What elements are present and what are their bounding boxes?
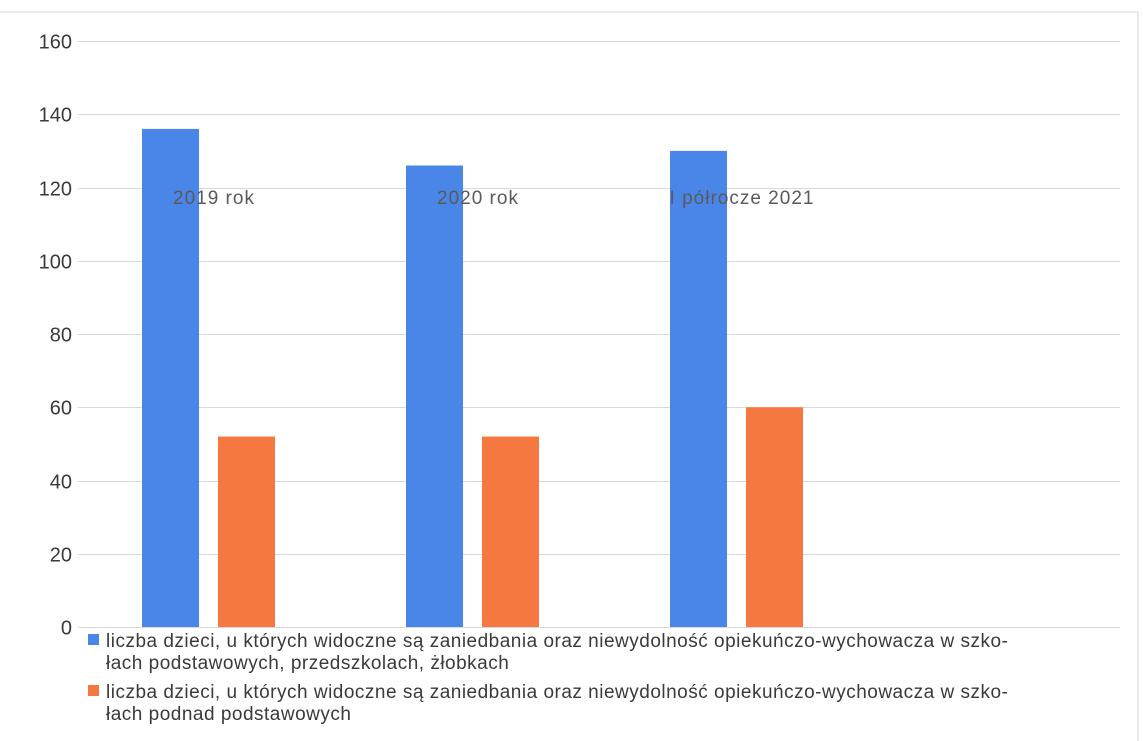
y-tick-label-160: 160 (39, 32, 72, 54)
y-tick-label-0: 0 (61, 618, 72, 640)
legend-label-1-line-1: liczba dzieci, u których widoczne są zan… (106, 631, 1008, 652)
legend: liczba dzieci, u których widoczne są zan… (88, 631, 1008, 725)
bar-series-2-category-3 (746, 407, 803, 627)
legend-entry-1: liczba dzieci, u których widoczne są zan… (88, 631, 1008, 674)
y-tick-label-60: 60 (50, 398, 72, 420)
legend-label-2-line-2: łach podnad podstawowych (106, 704, 351, 725)
y-tick-label-140: 140 (39, 105, 72, 127)
series-2 (218, 407, 803, 627)
y-tick-label-100: 100 (39, 252, 72, 274)
legend-label-2-line-1: liczba dzieci, u których widoczne są zan… (106, 682, 1008, 703)
y-tick-label-40: 40 (50, 472, 72, 494)
series-1 (142, 128, 727, 627)
x-tick-label-2: 2020 rok (437, 188, 519, 209)
x-tick-label-3: I półrocze 2021 (670, 188, 815, 209)
bar-series-2-category-2 (482, 436, 539, 627)
legend-entry-2: liczba dzieci, u których widoczne są zan… (88, 682, 1008, 725)
y-axis: 0 20 40 60 80 100 120 140 160 (39, 32, 72, 640)
bar-series-2-category-1 (218, 436, 275, 627)
legend-swatch-2 (88, 685, 99, 696)
bars (142, 128, 803, 627)
legend-label-1-line-2: łach podstawowych, przedszkolach, żłobka… (106, 653, 509, 674)
x-tick-label-1: 2019 rok (173, 188, 255, 209)
bar-series-1-category-3 (670, 150, 727, 627)
y-tick-label-120: 120 (39, 179, 72, 201)
x-axis: 2019 rok 2020 rok I półrocze 2021 (173, 188, 815, 209)
y-tick-label-80: 80 (50, 325, 72, 347)
y-tick-label-20: 20 (50, 545, 72, 567)
legend-swatch-1 (88, 634, 99, 645)
bar-series-1-category-2 (406, 165, 463, 627)
bar-series-1-category-1 (142, 128, 199, 627)
